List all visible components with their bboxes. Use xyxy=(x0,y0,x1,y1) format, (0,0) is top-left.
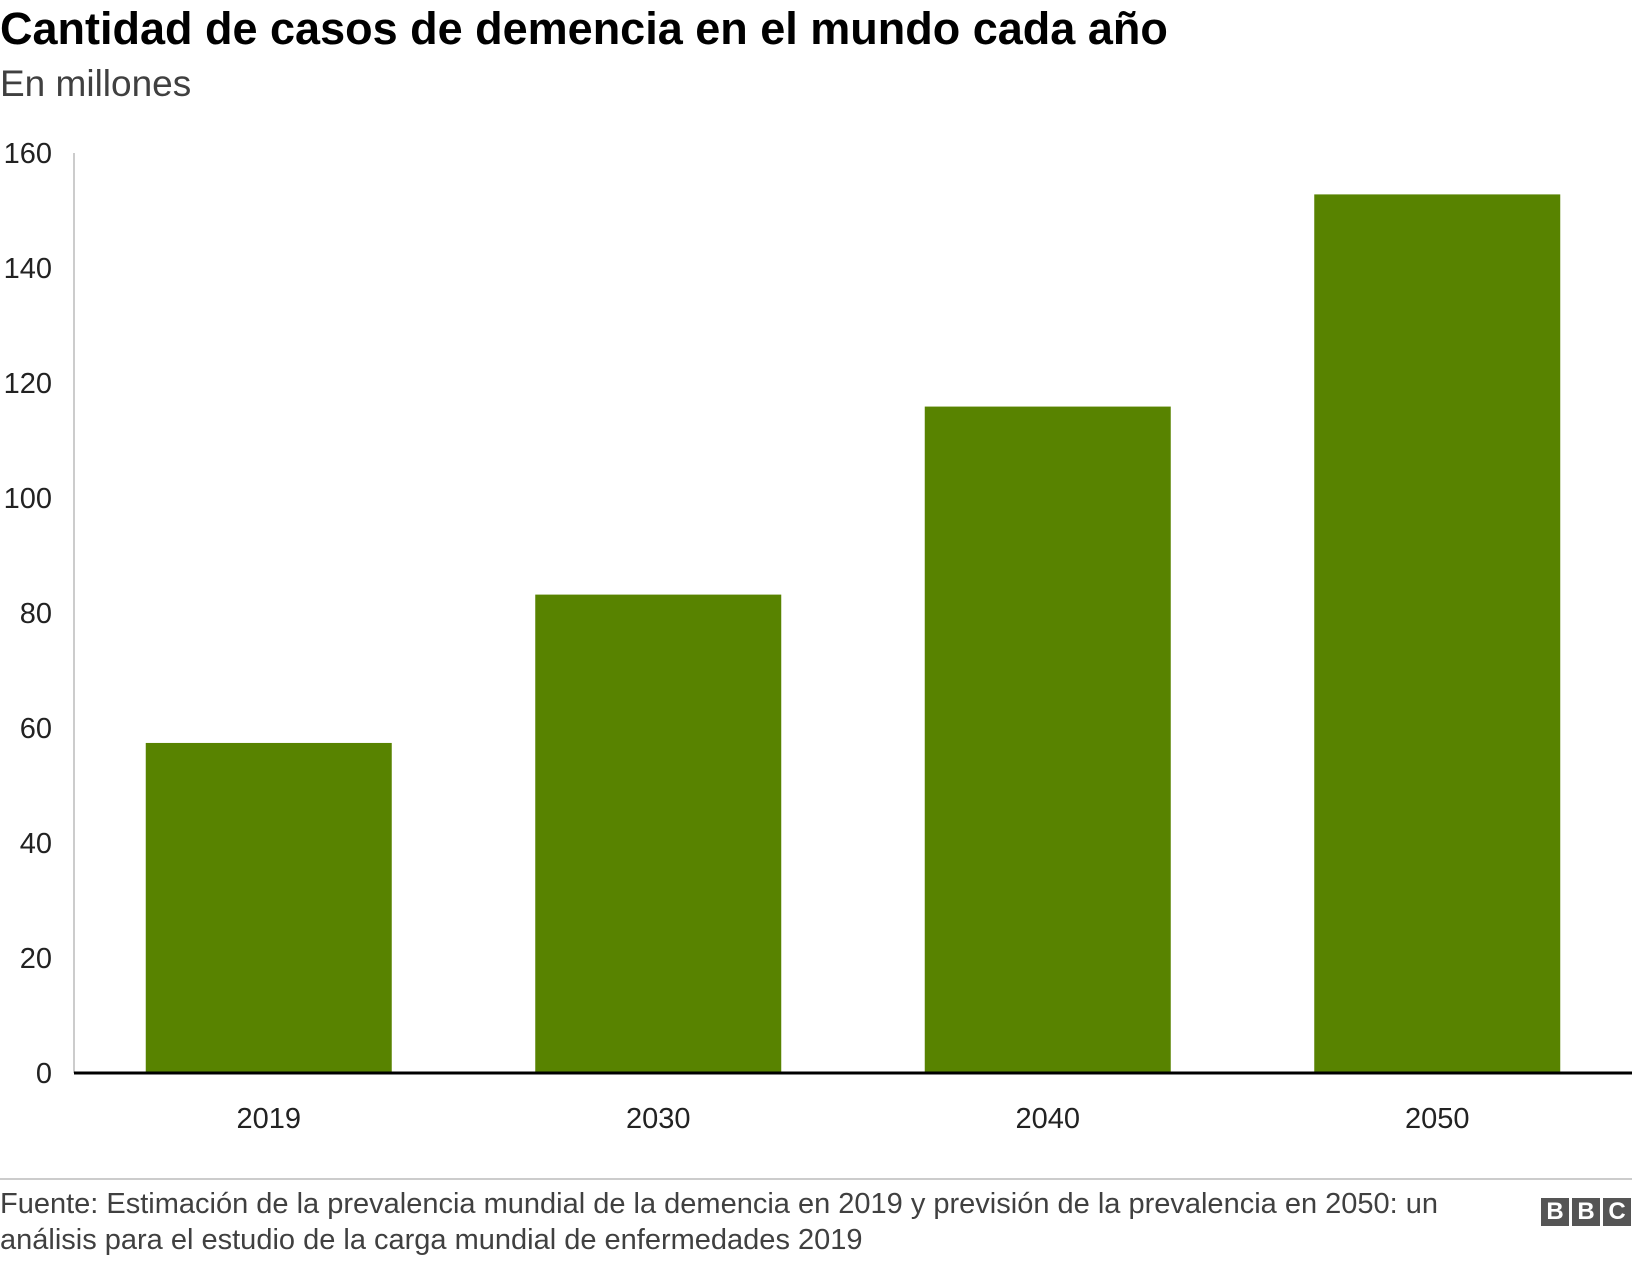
y-tick-label: 160 xyxy=(4,138,52,170)
y-tick-label: 100 xyxy=(4,483,52,515)
bbc-logo: B B C xyxy=(1541,1198,1631,1226)
logo-letter: B xyxy=(1572,1198,1600,1226)
y-tick-label: 60 xyxy=(20,713,52,745)
y-tick-label: 120 xyxy=(4,368,52,400)
logo-letter: B xyxy=(1541,1198,1569,1226)
logo-letter: C xyxy=(1603,1198,1631,1226)
source-note: Fuente: Estimación de la prevalencia mun… xyxy=(0,1188,1439,1256)
chart-subtitle: En millones xyxy=(0,63,192,104)
bar-2040 xyxy=(924,406,1171,1073)
footer-divider xyxy=(0,1178,1632,1180)
y-tick-label: 20 xyxy=(20,943,52,975)
y-tick-label: 80 xyxy=(20,598,52,630)
y-tick-label: 40 xyxy=(20,828,52,860)
x-category-label: 2040 xyxy=(1015,1103,1080,1135)
y-tick-label: 140 xyxy=(4,253,52,285)
bar-2030 xyxy=(535,594,782,1073)
x-category-label: 2050 xyxy=(1405,1103,1470,1135)
y-tick-label: 0 xyxy=(36,1058,52,1090)
x-category-label: 2030 xyxy=(626,1103,691,1135)
bar-2050 xyxy=(1314,194,1561,1073)
bar-2019 xyxy=(145,742,392,1073)
x-category-label: 2019 xyxy=(236,1103,301,1135)
chart-title: Cantidad de casos de demencia en el mund… xyxy=(0,3,1168,54)
